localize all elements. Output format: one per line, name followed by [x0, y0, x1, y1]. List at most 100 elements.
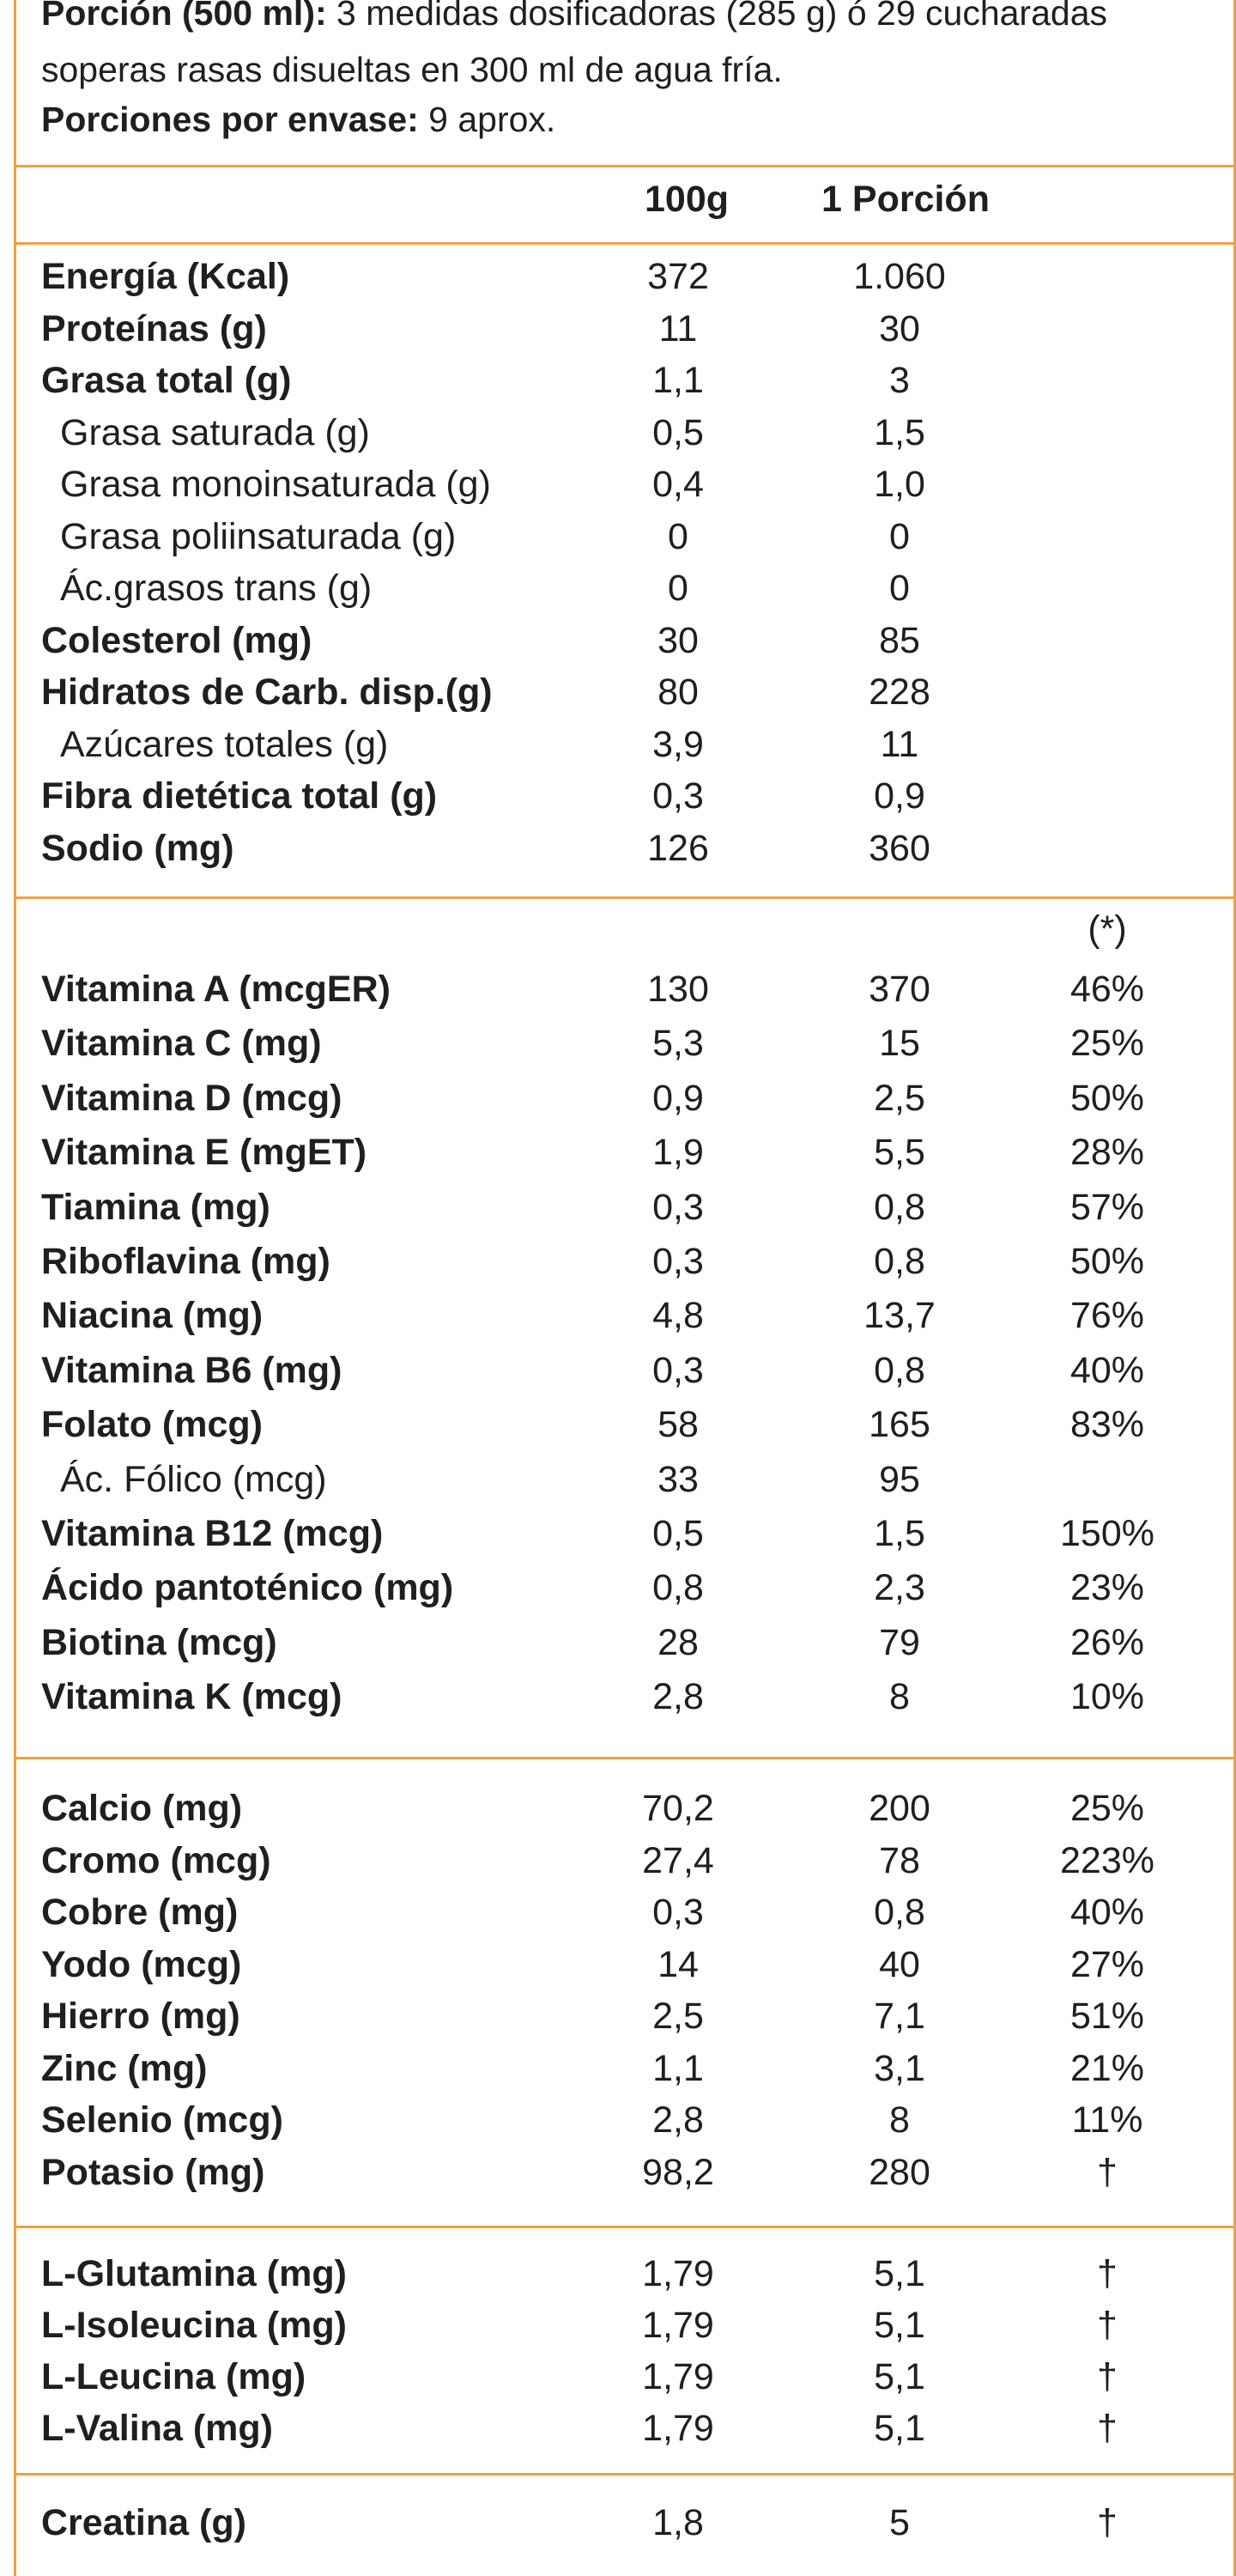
nutrient-row: Riboflavina (mg) 0,3 0,8 50%: [0, 1241, 1236, 1292]
percent-daily-value: †: [1097, 2305, 1118, 2346]
value-per-100g: 0,9: [652, 1077, 704, 1119]
percent-daily-value: 27%: [1069, 1943, 1145, 1985]
nutrient-label: Yodo (mcg): [41, 1943, 242, 1985]
value-per-portion: 8: [889, 1676, 910, 1718]
nutrient-row: Grasa total (g) 1,1 3: [0, 360, 1236, 411]
value-per-portion: 0,8: [874, 1186, 925, 1228]
value-per-portion: 5,1: [874, 2356, 925, 2397]
percent-daily-value: 50%: [1069, 1241, 1145, 1282]
value-per-100g: 0,5: [652, 1513, 704, 1554]
nutrient-row: Yodo (mcg) 14 40 27%: [0, 1944, 1236, 1996]
column-header-100g: 100g: [644, 179, 729, 220]
value-per-100g: 0,3: [652, 775, 704, 817]
header-divider: [14, 165, 1236, 167]
value-per-100g: 5,3: [652, 1023, 704, 1065]
value-per-100g: 1,79: [642, 2253, 714, 2294]
nutrient-label: Hidratos de Carb. disp.(g): [41, 671, 493, 713]
value-per-100g: 27,4: [642, 1839, 714, 1881]
nutrient-label: Zinc (mg): [41, 2047, 208, 2089]
nutrient-label: Creatina (g): [41, 2502, 246, 2543]
value-per-100g: 1,79: [642, 2356, 714, 2397]
nutrient-row: Tiamina (mg) 0,3 0,8 57%: [0, 1187, 1236, 1238]
nutrient-label: Proteínas (g): [41, 307, 267, 349]
nutrient-row: Vitamina B12 (mcg) 0,5 1,5 150%: [0, 1513, 1236, 1564]
nutrient-row: Vitamina K (mcg) 2,8 8 10%: [0, 1676, 1236, 1728]
nutrient-row: Zinc (mg) 1,1 3,1 21%: [0, 2048, 1236, 2099]
nutrient-label: Ácido pantoténico (mg): [41, 1567, 454, 1609]
value-per-portion: 360: [869, 827, 930, 869]
value-per-100g: 1,1: [652, 360, 704, 401]
value-per-portion: 1,0: [874, 464, 925, 505]
nutrient-row: Cobre (mg) 0,3 0,8 40%: [0, 1892, 1236, 1943]
nutrient-label: Colesterol (mg): [41, 619, 312, 661]
nutrient-label: Selenio (mcg): [41, 2099, 283, 2141]
value-per-100g: 4,8: [652, 1295, 704, 1337]
nutrient-row: Niacina (mg) 4,8 13,7 76%: [0, 1295, 1236, 1346]
nutrient-row: Colesterol (mg) 30 85: [0, 620, 1236, 671]
value-per-portion: 78: [879, 1839, 920, 1881]
nutrient-row: L-Valina (mg) 1,79 5,1 †: [0, 2408, 1236, 2459]
value-per-100g: 0,3: [652, 1892, 704, 1933]
nutrient-label: Potasio (mg): [41, 2151, 265, 2193]
value-per-portion: 1.060: [853, 256, 946, 297]
nutrient-label: Fibra dietética total (g): [41, 775, 438, 817]
percent-daily-value: 21%: [1069, 2047, 1145, 2089]
value-per-100g: 2,8: [652, 1676, 704, 1718]
value-per-portion: 5,5: [874, 1132, 925, 1174]
value-per-portion: 0,8: [874, 1892, 925, 1933]
daily-value-note-marker: (*): [1088, 908, 1127, 950]
percent-daily-value: †: [1097, 2408, 1118, 2449]
nutrient-label: Grasa saturada (g): [60, 411, 370, 453]
value-per-portion: 1,5: [874, 1513, 925, 1554]
nutrient-label: Vitamina K (mcg): [41, 1676, 342, 1718]
nutrient-row: Grasa saturada (g) 0,5 1,5: [0, 412, 1236, 464]
value-per-100g: 126: [647, 827, 709, 869]
value-per-portion: 95: [879, 1458, 920, 1500]
value-per-portion: 0: [889, 515, 910, 557]
value-per-portion: 8: [889, 2099, 910, 2141]
nutrient-label: Ác. Fólico (mcg): [60, 1458, 327, 1500]
value-per-100g: 80: [657, 671, 699, 713]
servings-per-container-label: Porciones por envase:: [41, 100, 419, 139]
value-per-portion: 200: [869, 1788, 930, 1829]
value-per-100g: 1,9: [652, 1132, 704, 1174]
nutrient-row: Ác.grasos trans (g) 0 0: [0, 568, 1236, 619]
value-per-portion: 1,5: [874, 411, 925, 453]
value-per-portion: 0,8: [874, 1349, 925, 1391]
value-per-portion: 2,3: [874, 1567, 925, 1609]
value-per-portion: 79: [879, 1621, 920, 1663]
percent-daily-value: †: [1097, 2253, 1118, 2294]
nutrient-label: Grasa monoinsaturada (g): [60, 464, 491, 505]
value-per-portion: 5: [889, 2502, 910, 2543]
value-per-100g: 1,79: [642, 2305, 714, 2346]
percent-daily-value: †: [1097, 2502, 1118, 2543]
value-per-portion: 370: [869, 969, 930, 1010]
nutrient-row: Calcio (mg) 70,2 200 25%: [0, 1788, 1236, 1839]
value-per-100g: 30: [657, 619, 699, 661]
percent-daily-value: †: [1097, 2356, 1118, 2397]
percent-daily-value: 26%: [1069, 1621, 1145, 1663]
nutrient-row: Ác. Fólico (mcg) 33 95: [0, 1459, 1236, 1510]
nutrient-label: Sodio (mg): [41, 827, 234, 869]
nutrient-label: Niacina (mg): [41, 1295, 264, 1337]
value-per-100g: 0,4: [652, 464, 704, 505]
value-per-portion: 0,9: [874, 775, 925, 817]
column-header-portion: 1 Porción: [821, 179, 990, 220]
percent-daily-value: 23%: [1069, 1567, 1145, 1609]
value-per-100g: 0,3: [652, 1186, 704, 1228]
nutrient-label: Grasa total (g): [41, 360, 292, 401]
value-per-portion: 3,1: [874, 2047, 925, 2089]
nutrient-label: Biotina (mcg): [41, 1621, 277, 1663]
value-per-portion: 30: [879, 307, 920, 349]
nutrient-row: Sodio (mg) 126 360: [0, 828, 1236, 879]
value-per-portion: 15: [879, 1023, 920, 1065]
nutrient-row: Selenio (mcg) 2,8 8 11%: [0, 2099, 1236, 2151]
percent-daily-value: 83%: [1069, 1404, 1145, 1446]
nutrient-label: Vitamina C (mg): [41, 1023, 322, 1065]
percent-daily-value: 150%: [1060, 1513, 1154, 1554]
nutrient-label: Vitamina B12 (mcg): [41, 1513, 384, 1554]
nutrient-row: Azúcares totales (g) 3,9 11: [0, 724, 1236, 775]
value-per-100g: 0,5: [652, 411, 704, 453]
nutrient-label: Cromo (mcg): [41, 1839, 271, 1881]
value-per-portion: 11: [880, 723, 919, 765]
